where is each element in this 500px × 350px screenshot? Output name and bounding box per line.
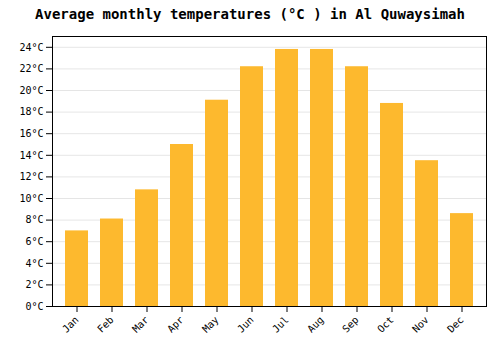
svg-text:6°C: 6°C [25,236,43,247]
svg-text:12°C: 12°C [19,171,43,182]
svg-text:Apr: Apr [165,314,186,335]
svg-text:Aug: Aug [305,314,326,335]
svg-text:Mar: Mar [130,314,151,335]
svg-text:22°C: 22°C [19,63,43,74]
svg-text:Dec: Dec [445,314,466,335]
svg-text:May: May [200,314,221,335]
svg-text:Jan: Jan [60,314,81,335]
svg-text:Oct: Oct [375,314,396,335]
svg-text:18°C: 18°C [19,106,43,117]
svg-text:4°C: 4°C [25,258,43,269]
svg-text:Feb: Feb [95,314,116,335]
svg-text:14°C: 14°C [19,150,43,161]
svg-text:Jun: Jun [235,314,256,335]
svg-text:0°C: 0°C [25,301,43,312]
svg-text:10°C: 10°C [19,193,43,204]
svg-text:24°C: 24°C [19,42,43,53]
svg-text:2°C: 2°C [25,279,43,290]
svg-text:Nov: Nov [410,314,431,335]
svg-text:20°C: 20°C [19,85,43,96]
svg-text:16°C: 16°C [19,128,43,139]
svg-text:Sep: Sep [340,314,361,335]
html-text:Average monthly temperatures (: Average monthly temperatures (°C ) in Al… [35,6,465,22]
svg-text:8°C: 8°C [25,214,43,225]
svg-text:Jul: Jul [270,314,291,335]
